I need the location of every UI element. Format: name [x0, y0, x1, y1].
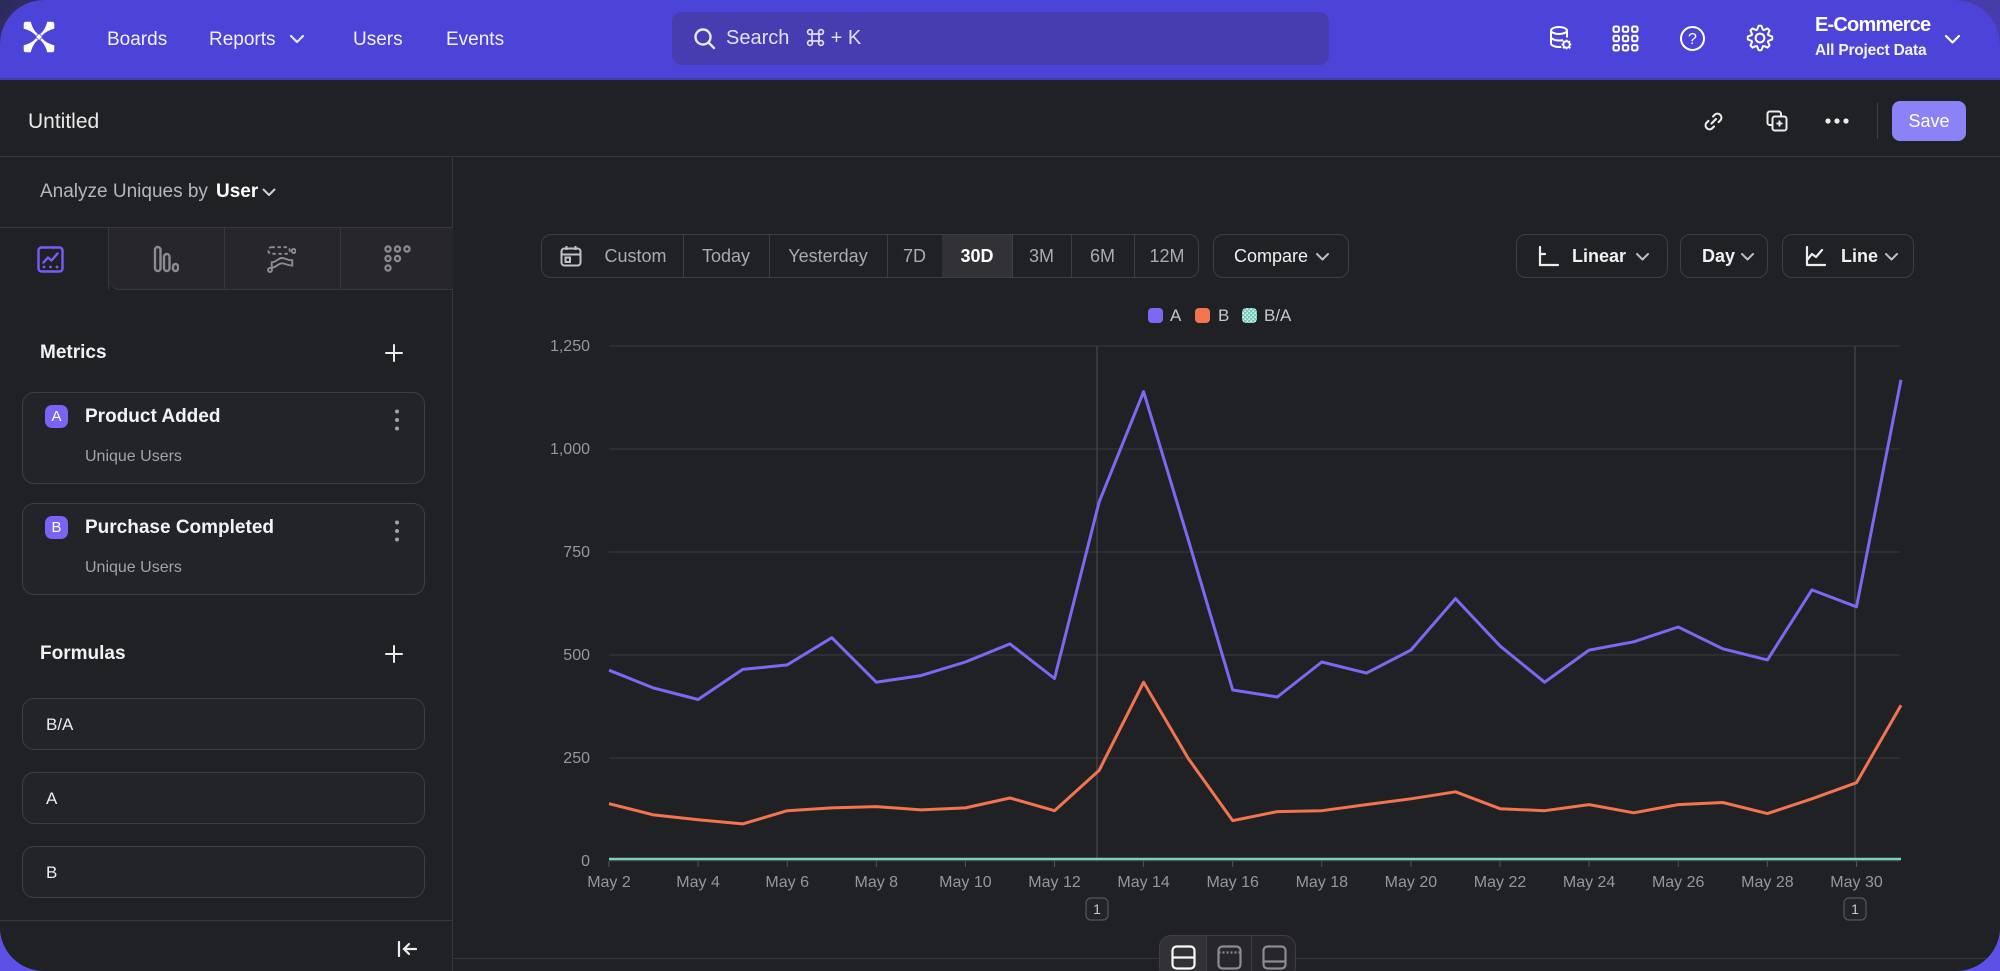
svg-text:May 12: May 12 — [1028, 874, 1081, 891]
svg-text:May 30: May 30 — [1830, 874, 1883, 891]
svg-text:May 2: May 2 — [587, 874, 631, 891]
svg-text:May 20: May 20 — [1385, 874, 1438, 891]
svg-text:May 22: May 22 — [1474, 874, 1527, 891]
svg-text:May 14: May 14 — [1117, 874, 1170, 891]
svg-text:0: 0 — [581, 853, 590, 870]
svg-text:250: 250 — [563, 750, 590, 767]
svg-text:May 26: May 26 — [1652, 874, 1705, 891]
svg-text:May 24: May 24 — [1563, 874, 1616, 891]
svg-text:May 4: May 4 — [676, 874, 720, 891]
svg-text:1,000: 1,000 — [550, 441, 590, 458]
svg-text:May 10: May 10 — [939, 874, 992, 891]
svg-text:May 6: May 6 — [765, 874, 809, 891]
svg-text:500: 500 — [563, 647, 590, 664]
svg-text:May 16: May 16 — [1206, 874, 1259, 891]
svg-text:?: ? — [1688, 31, 1697, 48]
svg-text:1: 1 — [1093, 901, 1101, 917]
svg-text:May 18: May 18 — [1296, 874, 1349, 891]
svg-text:1: 1 — [1851, 901, 1859, 917]
svg-text:1,250: 1,250 — [550, 338, 590, 355]
svg-text:May 28: May 28 — [1741, 874, 1794, 891]
svg-text:May 8: May 8 — [855, 874, 899, 891]
svg-text:750: 750 — [563, 544, 590, 561]
